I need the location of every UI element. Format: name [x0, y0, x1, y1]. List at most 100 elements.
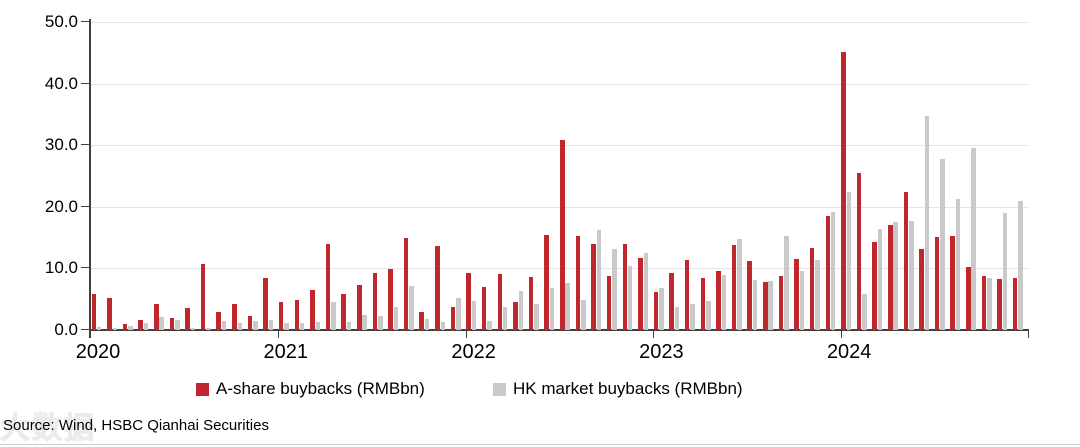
bar-a-share-2020-01: [91, 294, 97, 330]
x-tick-2020: [90, 330, 91, 338]
bar-a-share-2021-09: [403, 238, 409, 330]
y-axis: [89, 19, 91, 338]
bar-hk-2022-04: [518, 290, 524, 330]
bar-hk-2023-04: [706, 301, 711, 330]
bar-hk-2024-07: [940, 158, 945, 330]
bar-a-share-2023-03: [684, 260, 690, 330]
bar-a-share-2020-03: [122, 323, 128, 330]
bar-a-share-2021-01: [278, 301, 284, 330]
bar-a-share-2022-05: [528, 277, 534, 330]
bar-hk-2021-01: [284, 323, 289, 330]
a-share-legend-swatch: [196, 382, 209, 396]
bar-a-share-2023-04: [700, 278, 706, 330]
bar-hk-2021-11: [440, 322, 446, 330]
hk-legend-swatch: [493, 382, 506, 396]
bar-hk-2022-06: [549, 288, 555, 330]
bar-hk-2020-05: [159, 317, 164, 330]
bar-hk-2024-03: [877, 229, 883, 330]
bar-a-share-2023-09: [778, 275, 784, 330]
bar-a-share-2020-12: [263, 277, 268, 330]
bar-hk-2022-05: [534, 304, 539, 330]
bar-a-share-2023-10: [794, 259, 799, 330]
bar-a-share-2021-04: [325, 243, 331, 330]
y-tick-0.0: [81, 329, 89, 330]
bar-a-share-2023-01: [653, 292, 659, 330]
x-axis-label-2023: 2023: [639, 341, 684, 363]
bar-a-share-2024-06: [919, 248, 924, 330]
bar-hk-2022-03: [502, 307, 508, 330]
bar-hk-2022-01: [471, 301, 477, 330]
bar-a-share-2022-04: [513, 301, 518, 330]
bar-hk-2023-05: [721, 274, 727, 330]
y-axis-label-40.0: 40.0: [44, 73, 78, 93]
bar-hk-2020-08: [206, 328, 211, 330]
bar-a-share-2020-11: [247, 315, 253, 330]
bar-hk-2021-05: [346, 322, 352, 330]
bar-a-share-2024-08: [950, 236, 955, 330]
bar-hk-2020-09: [221, 321, 227, 330]
bar-hk-2020-02: [112, 328, 118, 330]
x-tick-2024: [841, 330, 843, 338]
bar-a-share-2021-06: [357, 285, 362, 330]
bar-hk-2022-12: [643, 253, 649, 330]
bar-hk-2020-06: [175, 320, 180, 330]
bar-hk-2023-12: [830, 211, 836, 330]
bar-a-share-2023-12: [825, 216, 831, 330]
bar-hk-2021-07: [378, 316, 383, 330]
bar-hk-2023-07: [752, 280, 758, 330]
bar-a-share-2024-03: [872, 241, 877, 330]
bar-a-share-2020-02: [107, 298, 112, 330]
y-axis-label-20.0: 20.0: [44, 196, 78, 216]
bar-a-share-2024-05: [903, 192, 909, 330]
bar-hk-2023-11: [815, 260, 820, 330]
bar-hk-2024-05: [909, 221, 914, 330]
bar-hk-2020-12: [268, 319, 274, 330]
bar-hk-2020-07: [190, 328, 196, 330]
bar-hk-2024-04: [893, 221, 898, 330]
bar-a-share-2020-05: [154, 303, 159, 330]
bar-hk-2024-02: [862, 293, 867, 330]
bar-hk-2022-08: [581, 299, 586, 330]
bar-a-share-2023-11: [809, 247, 815, 330]
bar-hk-2023-01: [659, 288, 664, 330]
bar-a-share-2022-03: [497, 273, 503, 330]
y-axis-label-50.0: 50.0: [44, 12, 78, 31]
bar-hk-2020-03: [128, 326, 133, 330]
bar-hk-2022-11: [627, 265, 633, 330]
bar-a-share-2022-08: [575, 235, 581, 330]
bar-a-share-2024-09: [966, 266, 971, 330]
bar-a-share-2020-09: [216, 311, 221, 330]
chart-legend: A-share buybacks (RMBbn) HK market buyba…: [0, 379, 1080, 401]
bar-hk-2024-09: [971, 148, 976, 330]
bar-hk-2024-08: [955, 198, 961, 330]
bar-a-share-2022-12: [638, 257, 643, 330]
hk-legend-label: HK market buybacks (RMBbn): [513, 379, 743, 398]
bar-a-share-2023-07: [747, 261, 752, 330]
bar-a-share-2024-04: [888, 225, 893, 330]
x-tick-2022: [465, 330, 467, 338]
bar-a-share-2020-04: [138, 319, 143, 330]
bar-a-share-2024-12: [1012, 277, 1018, 330]
x-axis: [89, 329, 1029, 331]
bar-a-share-2023-08: [763, 282, 768, 330]
bar-a-share-2021-11: [435, 246, 440, 330]
bar-a-share-2024-10: [981, 275, 987, 330]
bar-hk-2021-02: [299, 322, 305, 330]
bar-hk-2024-12: [1018, 200, 1023, 330]
grid-line-40: [90, 83, 1029, 85]
bar-a-share-2022-06: [544, 234, 549, 330]
x-axis-label-2020: 2020: [75, 341, 121, 363]
bar-hk-2020-01: [96, 326, 102, 330]
bar-hk-2022-07: [565, 283, 570, 330]
y-axis-label-0.0: 0.0: [54, 320, 78, 339]
bar-a-share-2022-11: [622, 243, 628, 330]
bar-a-share-2023-06: [731, 245, 737, 330]
bar-a-share-2022-07: [560, 139, 565, 330]
bar-hk-2023-08: [768, 281, 773, 330]
bar-a-share-2022-09: [591, 244, 596, 330]
bar-hk-2022-10: [612, 249, 617, 330]
source-note: Source: Wind, HSBC Qianhai Securities: [3, 417, 269, 434]
bar-hk-2023-06: [737, 238, 742, 330]
bar-hk-2021-03: [315, 322, 321, 330]
